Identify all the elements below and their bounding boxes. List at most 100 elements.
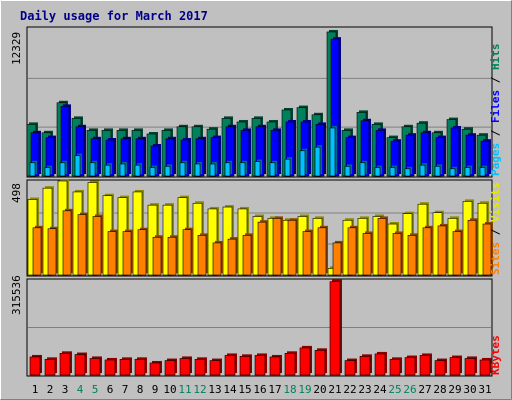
hits-ymax-label: 12329 xyxy=(10,32,23,65)
bar-visits-sites-day-30 xyxy=(467,218,478,276)
bar-face xyxy=(29,356,41,376)
visits-ymax-label: 498 xyxy=(10,183,23,203)
bar-face xyxy=(92,216,102,276)
day-label-6: 6 xyxy=(107,383,114,396)
bar-visits-sites-day-14 xyxy=(227,237,238,276)
bar-face xyxy=(434,360,446,376)
bar-face xyxy=(407,235,417,276)
bar-visits-sites-day-1 xyxy=(32,225,43,276)
bar-visits-sites-day-17 xyxy=(272,216,283,276)
bar-kbytes-kbytes-day-22 xyxy=(344,358,357,376)
bar-face xyxy=(104,359,116,376)
bar-kbytes-kbytes-day-10 xyxy=(164,358,177,376)
bar-kbytes-kbytes-day-18 xyxy=(284,351,297,376)
bar-face xyxy=(89,162,96,177)
day-label-16: 16 xyxy=(253,383,266,396)
bar-face xyxy=(224,355,236,376)
bar-hits-pages-day-21 xyxy=(329,125,337,177)
bar-visits-sites-day-24 xyxy=(377,216,388,276)
bar-face xyxy=(239,356,251,376)
bar-face xyxy=(332,242,342,276)
bar-face xyxy=(347,227,357,276)
bar-kbytes-kbytes-day-11 xyxy=(179,356,192,376)
bar-face xyxy=(284,353,296,376)
bar-face xyxy=(464,167,471,177)
day-label-4: 4 xyxy=(77,383,84,396)
bar-hits-pages-day-13 xyxy=(209,161,217,177)
bar-visits-sites-day-22 xyxy=(347,225,358,276)
bar-face xyxy=(359,356,371,376)
bar-kbytes-kbytes-day-6 xyxy=(104,357,117,376)
bar-kbytes-kbytes-day-26 xyxy=(404,355,417,376)
day-label-8: 8 xyxy=(137,383,144,396)
bar-kbytes-kbytes-day-3 xyxy=(59,351,72,376)
bar-face xyxy=(194,359,206,376)
bar-face xyxy=(149,167,156,177)
legend-entry-hits: Hits xyxy=(489,44,502,71)
bar-kbytes-kbytes-day-13 xyxy=(209,358,222,376)
bar-visits-sites-day-19 xyxy=(302,229,313,276)
bar-visits-sites-day-25 xyxy=(392,231,403,276)
bar-hits-pages-day-29 xyxy=(449,166,457,177)
day-labels: 1 2 3 4 5 6 7 8 9 10 11 12 13 14 15 16 17 18 19 20 21 22 23 24 2… xyxy=(32,383,492,396)
bar-face xyxy=(209,360,221,376)
bar-hits-pages-day-12 xyxy=(194,161,202,177)
bar-visits-sites-day-28 xyxy=(437,223,448,276)
legend-separator: / xyxy=(489,222,502,242)
bar-face xyxy=(419,355,431,376)
day-label-10: 10 xyxy=(163,383,176,396)
bar-kbytes-kbytes-day-9 xyxy=(149,360,162,376)
day-label-19: 19 xyxy=(298,383,311,396)
day-label-17: 17 xyxy=(268,383,281,396)
day-label-12: 12 xyxy=(193,383,206,396)
bar-face xyxy=(467,219,477,276)
bar-hits-pages-day-19 xyxy=(299,148,307,177)
bar-face xyxy=(227,238,237,276)
bar-kbytes-kbytes-day-12 xyxy=(194,357,207,376)
bar-face xyxy=(167,236,177,276)
bar-kbytes-kbytes-day-17 xyxy=(269,354,282,376)
bar-face xyxy=(359,162,366,177)
bar-face xyxy=(404,357,416,376)
bar-face xyxy=(302,231,312,276)
bar-visits-sites-day-13 xyxy=(212,240,223,276)
bar-hits-pages-day-26 xyxy=(404,166,412,177)
bar-face xyxy=(149,362,161,376)
bar-kbytes-kbytes-day-19 xyxy=(299,345,312,376)
bar-hits-pages-day-10 xyxy=(164,164,172,177)
bar-face xyxy=(122,231,132,276)
bar-face xyxy=(62,210,72,276)
bar-face xyxy=(212,242,222,276)
bar-face xyxy=(479,167,486,177)
bar-visits-sites-day-29 xyxy=(452,229,463,276)
bar-face xyxy=(344,360,356,376)
bar-face xyxy=(362,233,372,276)
day-label-27: 27 xyxy=(418,383,431,396)
bar-face xyxy=(437,225,447,276)
bar-face xyxy=(137,229,147,276)
bar-visits-sites-day-12 xyxy=(197,233,208,276)
bar-face xyxy=(329,127,336,177)
legend-entry-pages: Pages xyxy=(489,143,502,176)
bar-face xyxy=(134,359,146,376)
day-label-3: 3 xyxy=(62,383,69,396)
bar-kbytes-kbytes-day-5 xyxy=(89,356,102,376)
day-label-25: 25 xyxy=(388,383,401,396)
legend-entry-visits: Visits xyxy=(489,182,502,222)
bar-kbytes-kbytes-day-16 xyxy=(254,353,267,376)
bar-face xyxy=(482,223,492,276)
bar-face xyxy=(104,164,111,177)
bar-face xyxy=(272,218,282,276)
bar-face xyxy=(284,158,291,177)
bar-hits-pages-day-28 xyxy=(434,164,442,177)
bar-hits-pages-day-4 xyxy=(74,153,82,177)
day-label-31: 31 xyxy=(478,383,491,396)
legend-hits: Pages / Files / Hits xyxy=(489,44,502,177)
bar-kbytes-kbytes-day-24 xyxy=(374,351,387,376)
bar-kbytes-kbytes-day-4 xyxy=(74,352,87,376)
bar-face xyxy=(29,162,36,177)
bar-face xyxy=(44,359,56,376)
bar-kbytes-kbytes-day-23 xyxy=(359,354,372,376)
bar-face xyxy=(464,358,476,376)
bar-hits-pages-day-5 xyxy=(89,160,97,177)
